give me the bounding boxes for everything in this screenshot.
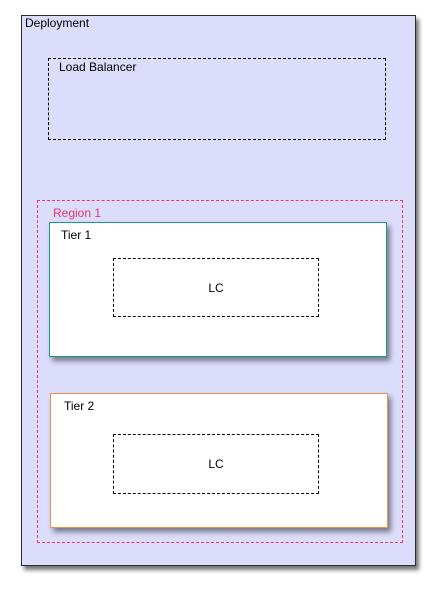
tier-1-box[interactable]: Tier 1 [49, 222, 387, 357]
region-1-box[interactable]: Region 1 [37, 200, 403, 543]
tier-2-box[interactable]: Tier 2 [50, 393, 388, 528]
deployment-label: Deployment [25, 16, 90, 30]
load-balancer-label: Load Balancer [59, 60, 137, 74]
tier-1-lc-box[interactable]: LC [113, 258, 319, 317]
tier-2-label: Tier 2 [64, 399, 95, 413]
tier-2-lc-label: LC [208, 457, 224, 471]
region-1-label: Region 1 [53, 206, 102, 220]
load-balancer-box[interactable]: Load Balancer [48, 58, 386, 140]
tier-1-label: Tier 1 [61, 228, 92, 242]
tier-1-lc-label: LC [208, 280, 224, 295]
tier-2-lc-box[interactable]: LC [113, 434, 319, 494]
